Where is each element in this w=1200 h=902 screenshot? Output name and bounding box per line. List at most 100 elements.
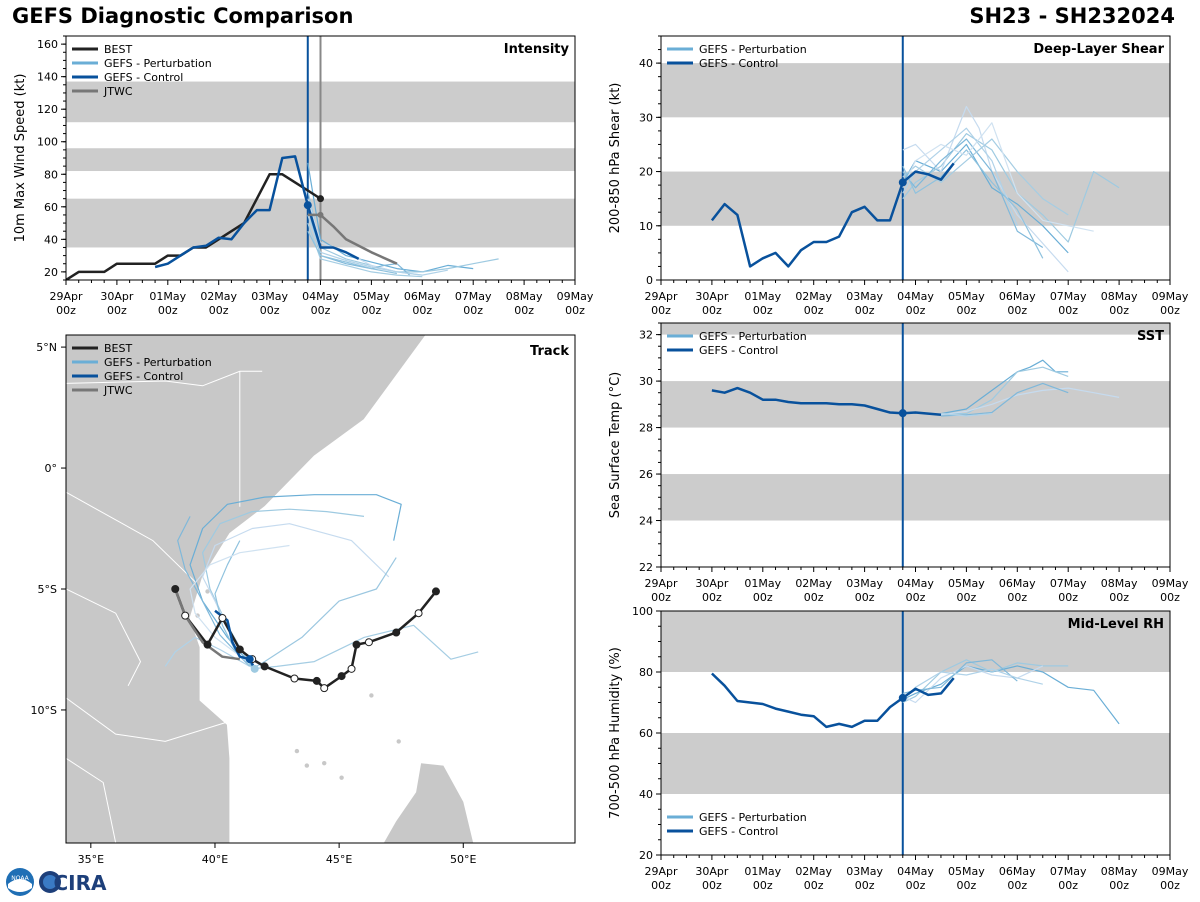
x-tick-label-date: 05May xyxy=(353,290,390,303)
ensemble-start-marker xyxy=(250,664,259,673)
x-tick-label-hour: 00z xyxy=(651,879,671,892)
x-tick-label-hour: 00z xyxy=(362,304,382,317)
best-track-point xyxy=(312,676,321,685)
y-tick-label: 26 xyxy=(639,468,653,481)
agency-logos: NOAA CIRA xyxy=(4,866,114,898)
perturbation-line xyxy=(307,222,423,278)
x-tick-label-date: 09May xyxy=(557,290,594,303)
legend-entry: BEST xyxy=(104,342,132,355)
x-tick-label-hour: 00z xyxy=(855,304,875,317)
panel-track: 35°E 40°E 45°E 50°E5°N0°5°S10°STrackBESTGEF… xyxy=(31,334,576,866)
perturbation-line xyxy=(940,359,1069,415)
perturbation-line xyxy=(940,387,1120,416)
x-tick-label-date: 06May xyxy=(999,865,1036,878)
x-tick-label-hour: 00z xyxy=(1058,591,1078,604)
y-tick-label: 60 xyxy=(639,727,653,740)
x-tick-label-hour: 00z xyxy=(651,591,671,604)
control-analysis-marker xyxy=(303,201,312,210)
x-tick-label-date: 06May xyxy=(999,290,1036,303)
x-tick-label: 40°E xyxy=(202,853,228,866)
perturbation-line xyxy=(940,413,992,417)
panel-title: SST xyxy=(1137,329,1164,344)
land-island xyxy=(396,739,401,744)
y-tick-label: 40 xyxy=(639,788,653,801)
x-tick-label-date: 04May xyxy=(897,577,934,590)
x-tick-label-hour: 00z xyxy=(906,879,926,892)
jtwc-analysis-marker xyxy=(317,211,324,218)
map-group xyxy=(66,335,575,843)
land-island xyxy=(322,760,327,766)
legend-entry: BEST xyxy=(104,43,132,56)
x-tick-label-hour: 00z xyxy=(957,304,977,317)
panel-shear: 01020304029Apr00z30Apr00z01May00z02May00… xyxy=(608,35,1189,317)
control-analysis-marker xyxy=(898,693,907,702)
border-line xyxy=(66,697,228,742)
x-tick-label-hour: 00z xyxy=(651,304,671,317)
x-tick-label-hour: 00z xyxy=(1007,879,1027,892)
x-tick-label-date: 01May xyxy=(149,290,186,303)
axes-frame xyxy=(660,322,1171,568)
figure-title: GEFS Diagnostic Comparison xyxy=(12,4,354,28)
x-tick-label-hour: 00z xyxy=(1007,304,1027,317)
x-tick-label-hour: 00z xyxy=(158,304,178,317)
best-track-point xyxy=(290,674,299,683)
best-track-point xyxy=(347,664,356,673)
legend-entry: GEFS - Perturbation xyxy=(699,811,807,824)
land-africa xyxy=(66,335,427,843)
x-tick-label-date: 05May xyxy=(948,290,985,303)
x-tick-label-date: 04May xyxy=(897,865,934,878)
control-line xyxy=(711,672,955,729)
y-tick-label: 160 xyxy=(37,38,58,51)
x-tick-label-date: 04May xyxy=(897,290,934,303)
x-tick-label-date: 09May xyxy=(1152,865,1189,878)
x-tick-label-date: 08May xyxy=(1101,577,1138,590)
x-tick-label-date: 06May xyxy=(404,290,441,303)
control-analysis-marker xyxy=(898,409,907,418)
x-tick-label-date: 08May xyxy=(1101,290,1138,303)
legend-entry: GEFS - Control xyxy=(104,370,183,383)
y-tick-label: 28 xyxy=(639,422,653,435)
best-track-point xyxy=(364,638,373,647)
x-tick-label-hour: 00z xyxy=(1058,879,1078,892)
x-tick-label-hour: 00z xyxy=(1109,591,1129,604)
series-group xyxy=(711,359,1120,418)
y-tick-label: 5°N xyxy=(36,341,57,354)
perturbation-track xyxy=(164,636,250,667)
shade-band-1 xyxy=(661,63,1170,118)
legend-entry: GEFS - Control xyxy=(699,57,778,70)
perturbation-line xyxy=(902,668,1043,700)
panel-title: Mid-Level RH xyxy=(1068,617,1164,632)
storm-id-label: SH23 - SH232024 xyxy=(969,4,1175,28)
x-tick-label-date: 02May xyxy=(795,577,832,590)
shade-band-2 xyxy=(661,323,1170,335)
y-tick-label: 40 xyxy=(639,57,653,70)
land-island xyxy=(294,748,300,754)
x-tick-label-hour: 00z xyxy=(107,304,127,317)
x-tick-label-hour: 00z xyxy=(906,304,926,317)
y-tick-label: 24 xyxy=(639,515,653,528)
x-tick-label-hour: 00z xyxy=(514,304,534,317)
best-track-point xyxy=(320,684,329,693)
y-tick-label: 30 xyxy=(639,375,653,388)
noaa-logo-icon: NOAA xyxy=(6,868,34,896)
perturbation-line xyxy=(902,659,1069,704)
y-axis-label: Sea Surface Temp (°C) xyxy=(608,372,623,519)
jtwc-track xyxy=(174,588,240,661)
border-line xyxy=(66,588,142,687)
y-axis-label: 700-500 hPa Humidity (%) xyxy=(608,647,623,819)
x-tick-label-date: 08May xyxy=(506,290,543,303)
y-tick-label: 10°S xyxy=(31,704,57,717)
x-tick-label-date: 30Apr xyxy=(695,290,729,303)
x-tick-label-hour: 00z xyxy=(260,304,280,317)
y-tick-label: 140 xyxy=(37,71,58,84)
y-tick-label: 20 xyxy=(44,266,58,279)
cira-logo-text: CIRA xyxy=(54,871,108,895)
x-tick-label-hour: 00z xyxy=(753,879,773,892)
x-tick-label-date: 04May xyxy=(302,290,339,303)
x-tick-label-date: 03May xyxy=(846,577,883,590)
best-track-point xyxy=(181,611,190,620)
x-tick-label-date: 07May xyxy=(1050,865,1087,878)
